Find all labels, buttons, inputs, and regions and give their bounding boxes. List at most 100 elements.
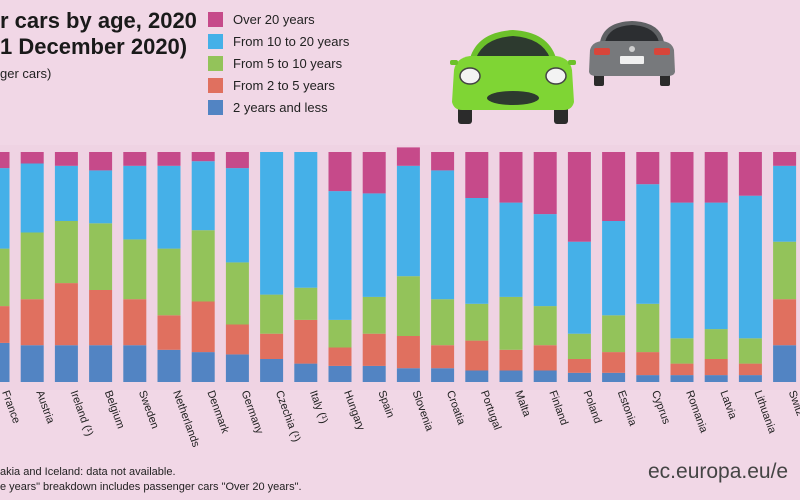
category-label: France [0, 389, 22, 425]
legend-label: From 2 to 5 years [233, 77, 335, 93]
bar-segment [260, 359, 284, 382]
bar-segment [191, 230, 215, 302]
bar-segment [225, 324, 249, 355]
bar-segment [431, 152, 455, 171]
bar-segment [431, 368, 455, 382]
bar-segment [294, 363, 318, 382]
bar-segment [704, 329, 728, 359]
category-label: Portugal [478, 389, 503, 432]
bar-segment [567, 152, 591, 242]
bar-segment [738, 195, 762, 339]
category-label: Latvia [717, 389, 739, 422]
category-label: Estonia [615, 389, 639, 428]
bar-segment [0, 248, 10, 307]
bar-segment [157, 248, 181, 316]
legend-item: Over 20 years [208, 8, 349, 30]
bar-segment [123, 152, 147, 166]
bar-segment [670, 338, 694, 364]
bar-segment [0, 306, 10, 343]
bar-segment [738, 338, 762, 364]
bar-segment [328, 191, 352, 320]
bar-stack [499, 152, 523, 382]
legend-item: From 10 to 20 years [208, 30, 349, 52]
bar-segment [704, 375, 728, 382]
bar-segment [465, 152, 489, 198]
legend-label: From 5 to 10 years [233, 55, 343, 71]
category-label: Netherlands [170, 389, 202, 449]
legend-swatch [208, 55, 223, 71]
bar-segment [123, 345, 147, 382]
bar-segment [362, 296, 386, 334]
bar-segment [396, 147, 420, 166]
bar-segment [602, 152, 626, 221]
bar-segment [89, 152, 113, 171]
bar-segment [54, 152, 78, 166]
legend-swatch [208, 11, 223, 27]
bar-segment [773, 165, 797, 242]
bar-segment [670, 202, 694, 339]
bar-segment [773, 241, 797, 300]
bar-segment [738, 363, 762, 376]
legend-label: 2 years and less [233, 99, 328, 115]
bar-segment [89, 223, 113, 290]
bar-stack [157, 152, 181, 382]
bar-stack [465, 152, 489, 382]
bar-segment [294, 152, 318, 288]
bar-segment [567, 333, 591, 359]
bar-segment [362, 365, 386, 382]
bar-segment [20, 163, 44, 233]
bar-segment [738, 375, 762, 382]
bar-segment [157, 315, 181, 350]
bar-stack [191, 152, 215, 382]
bar-segment [602, 315, 626, 353]
bar-segment [0, 152, 10, 169]
legend-label: From 10 to 20 years [233, 33, 350, 49]
source-url: ec.europa.eu/e [648, 460, 789, 483]
bar-segment [704, 152, 728, 203]
bar-segment [260, 333, 284, 359]
bar-segment [773, 299, 797, 346]
bar-segment [89, 290, 113, 346]
bar-segment [20, 232, 44, 300]
bar-segment [499, 296, 523, 350]
bar-segment [225, 152, 249, 169]
bar-segment [499, 349, 523, 371]
bar-stack [396, 147, 420, 382]
bar-segment [396, 276, 420, 336]
bar-segment [533, 345, 557, 371]
legend-item: From 5 to 10 years [208, 52, 349, 74]
legend-item: 2 years and less [208, 96, 349, 118]
bar-stack [602, 152, 626, 382]
grey-car-illustration [589, 21, 675, 86]
category-label: Belgium [102, 389, 127, 430]
bar-stack [328, 152, 352, 382]
bar-segment [499, 370, 523, 382]
bar-segment [328, 365, 352, 382]
bar-stack [54, 152, 78, 382]
bar-segment [328, 152, 352, 192]
bar-stack [123, 152, 147, 382]
bar-segment [260, 152, 284, 295]
bar-segment [20, 299, 44, 346]
bar-segment [636, 352, 660, 376]
bar-segment [465, 303, 489, 341]
category-label: Denmark [204, 389, 231, 436]
bar-segment [465, 340, 489, 371]
chart-title-line-2: 1 December 2020) [0, 34, 188, 59]
bar-segment [225, 168, 249, 263]
bar-segment [670, 152, 694, 203]
bar-segment [396, 336, 420, 369]
bar-segment [54, 283, 78, 346]
bar-segment [89, 170, 113, 224]
bar-stack [533, 152, 557, 382]
category-label: Poland [581, 389, 604, 425]
category-label: Romania [683, 389, 710, 435]
category-label: Czechia (¹) [273, 389, 303, 444]
bar-segment [636, 375, 660, 382]
category-label: Croatia [444, 389, 468, 427]
bar-segment [362, 152, 386, 194]
bar-segment [20, 345, 44, 382]
bar-segment [294, 319, 318, 364]
bar-stack [362, 152, 386, 382]
legend-swatch [208, 99, 223, 115]
